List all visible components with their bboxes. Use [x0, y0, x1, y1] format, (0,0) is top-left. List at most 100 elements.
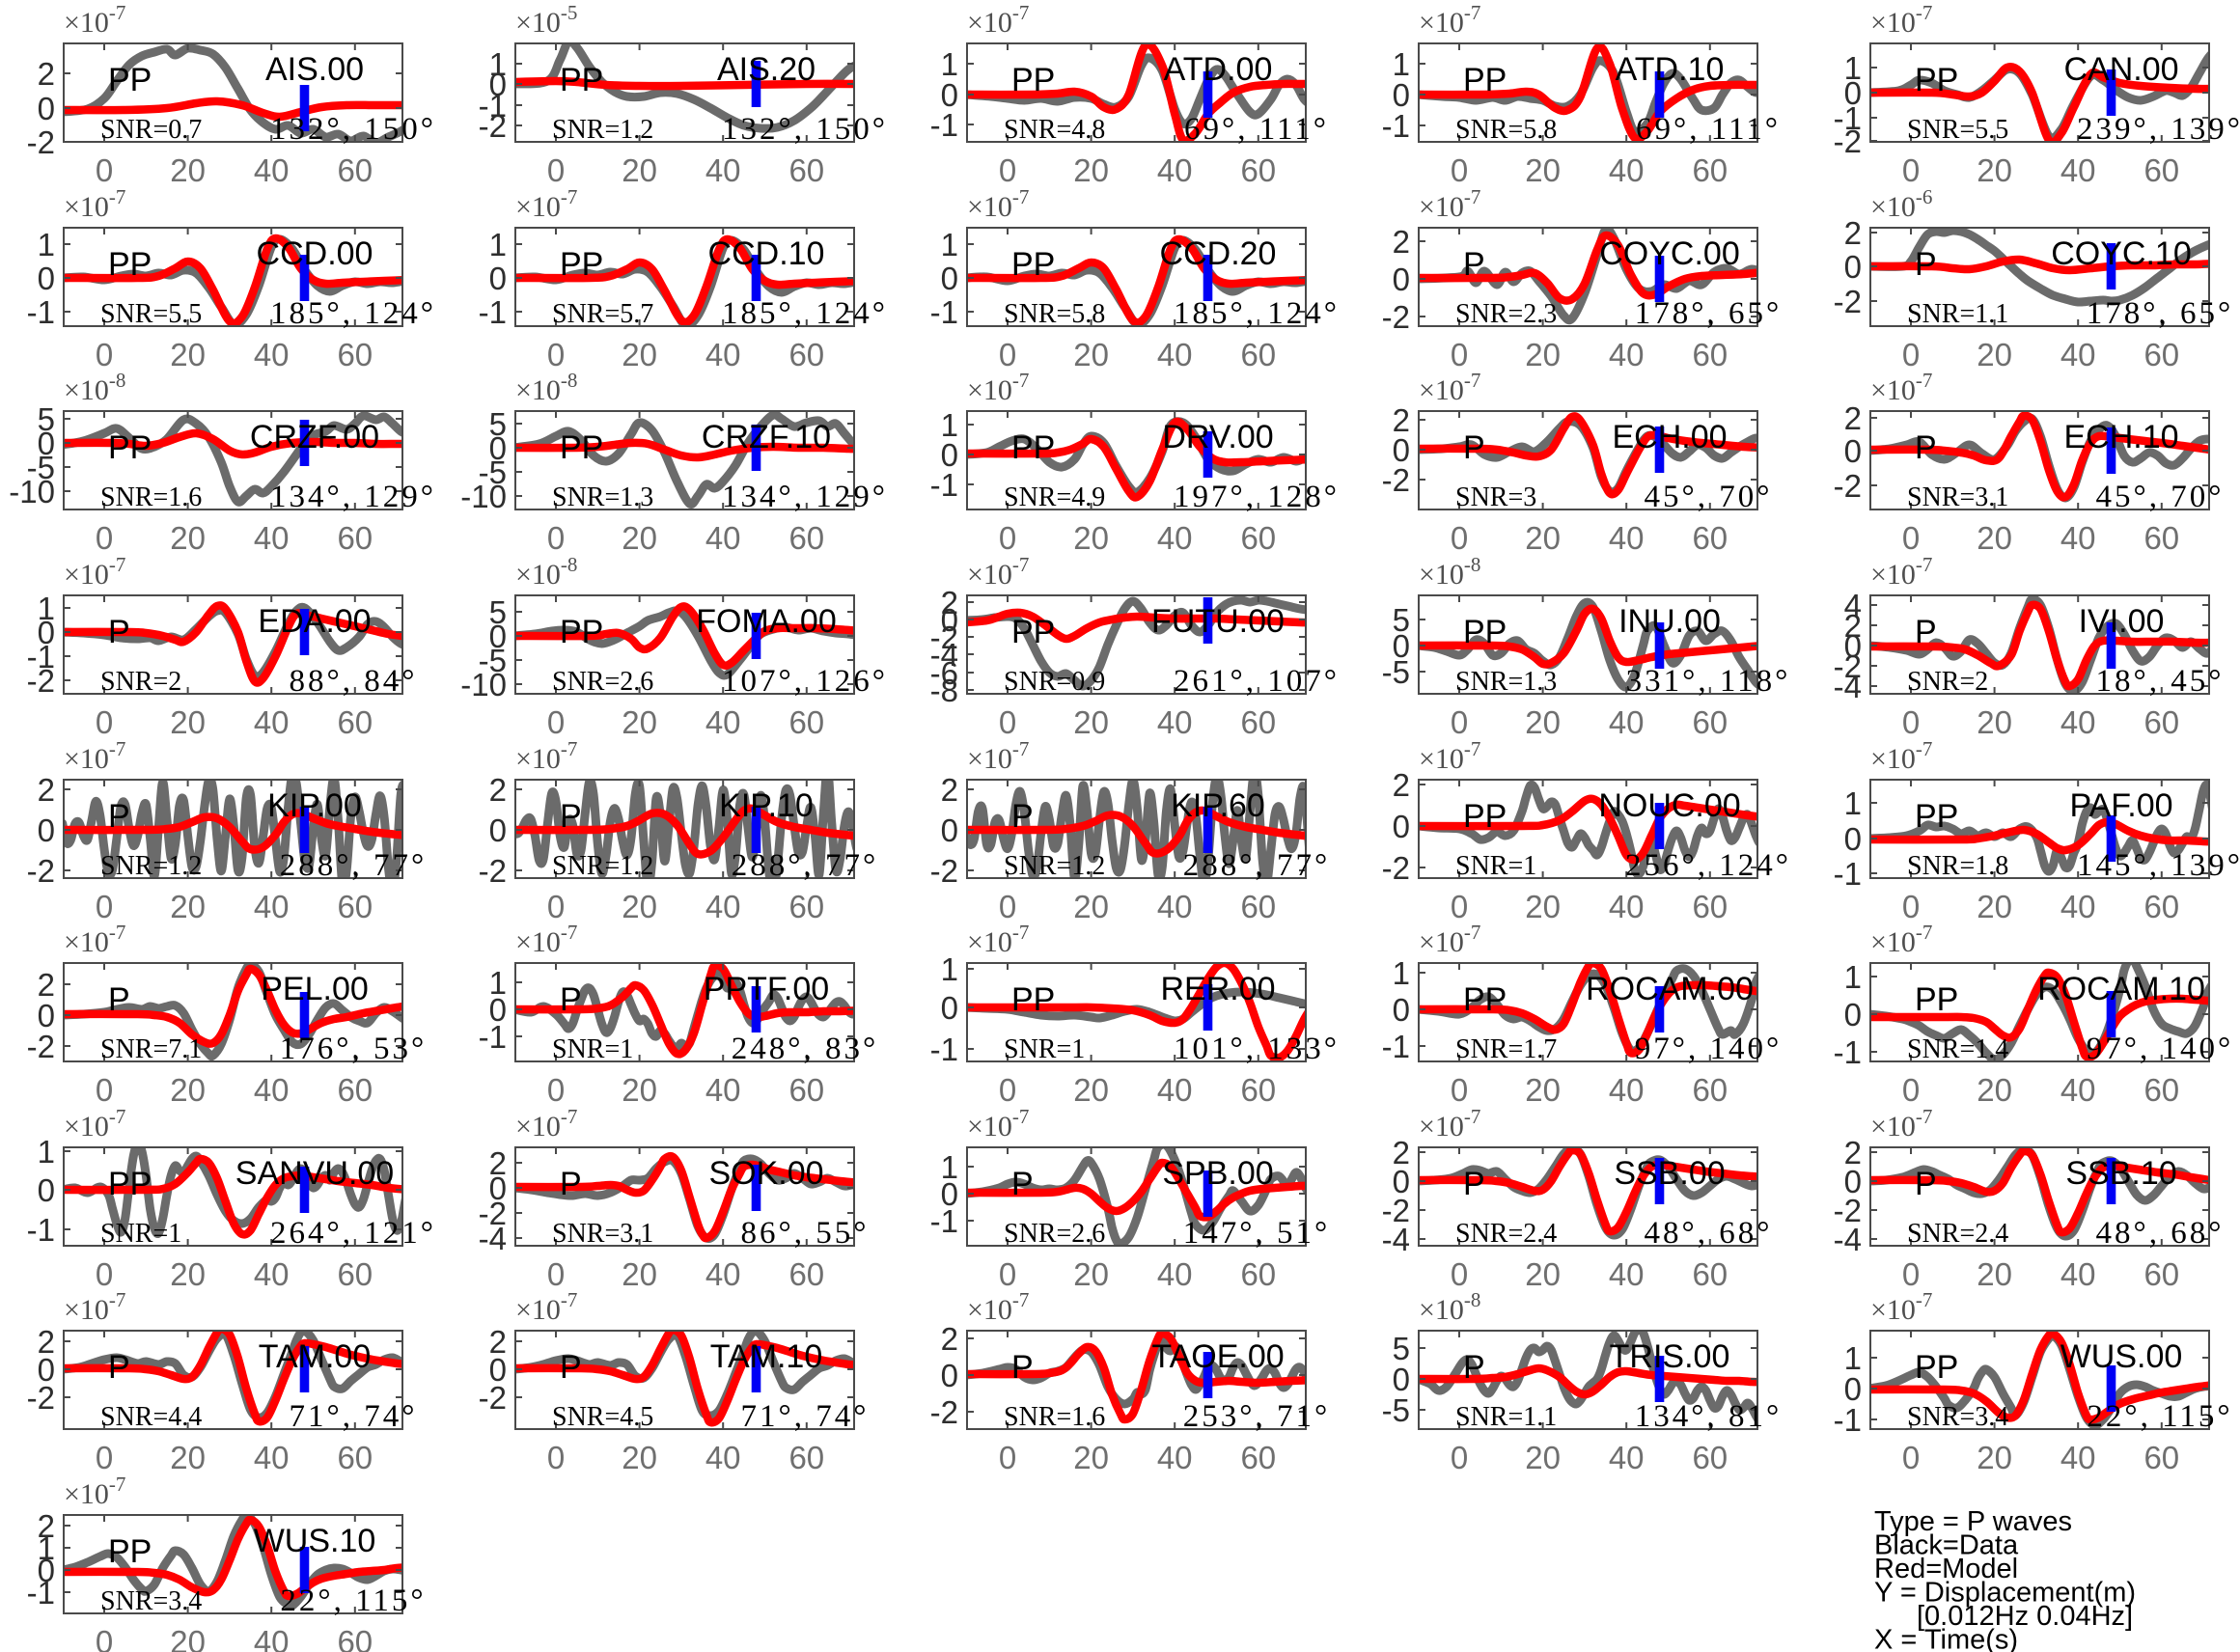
svg-text:60: 60: [1692, 704, 1728, 740]
svg-text:20: 20: [1525, 704, 1561, 740]
svg-text:1: 1: [941, 227, 958, 262]
svg-text:185°, 124°: 185°, 124°: [1174, 296, 1340, 331]
svg-text:20: 20: [1525, 152, 1561, 188]
svg-text:AIS.20: AIS.20: [717, 51, 816, 88]
svg-text:40: 40: [254, 520, 290, 556]
svg-text:40: 40: [1157, 704, 1193, 740]
svg-text:0: 0: [1902, 1440, 1920, 1475]
svg-text:-2: -2: [1834, 648, 1862, 684]
svg-text:PP: PP: [1011, 981, 1055, 1018]
svg-text:0: 0: [38, 812, 55, 848]
svg-text:P: P: [1011, 1349, 1034, 1386]
svg-text:40: 40: [1157, 152, 1193, 188]
svg-text:20: 20: [1977, 337, 2012, 372]
svg-text:2: 2: [1844, 400, 1862, 436]
svg-text:0: 0: [96, 889, 113, 924]
svg-text:0: 0: [1393, 77, 1410, 113]
svg-text:60: 60: [1692, 1440, 1728, 1475]
svg-text:SNR=5.5: SNR=5.5: [1907, 115, 2008, 145]
svg-text:INU.00: INU.00: [1618, 603, 1721, 640]
svg-text:147°, 51°: 147°, 51°: [1183, 1216, 1330, 1251]
svg-text:88°, 84°: 88°, 84°: [290, 664, 418, 699]
svg-text:P: P: [1915, 1166, 1937, 1202]
svg-text:SNR=1.3: SNR=1.3: [552, 482, 653, 512]
svg-text:×10-7: ×10-7: [515, 1105, 577, 1143]
svg-text:20: 20: [622, 1072, 657, 1108]
svg-text:2: 2: [38, 56, 55, 92]
svg-text:1: 1: [38, 591, 55, 626]
svg-text:×10-7: ×10-7: [1870, 553, 1932, 591]
svg-text:P: P: [108, 614, 130, 650]
svg-text:0: 0: [999, 520, 1016, 556]
svg-text:40: 40: [254, 1440, 290, 1475]
svg-text:SNR=4.8: SNR=4.8: [1004, 115, 1105, 145]
svg-text:WUS.00: WUS.00: [2060, 1338, 2183, 1375]
svg-text:P: P: [108, 981, 130, 1018]
svg-text:SNR=1.4: SNR=1.4: [1907, 1034, 2008, 1064]
svg-text:-1: -1: [479, 88, 507, 124]
svg-text:SNR=1: SNR=1: [552, 1034, 633, 1064]
svg-text:0: 0: [999, 337, 1016, 372]
svg-text:40: 40: [1609, 889, 1645, 924]
svg-text:0: 0: [38, 1172, 55, 1208]
svg-text:45°, 70°: 45°, 70°: [2096, 480, 2225, 514]
svg-text:SNR=1.1: SNR=1.1: [1907, 299, 2008, 329]
svg-text:-2: -2: [1382, 1193, 1410, 1228]
svg-text:0: 0: [1844, 249, 1862, 285]
svg-text:SPB.00: SPB.00: [1162, 1155, 1273, 1192]
svg-text:40: 40: [254, 1256, 290, 1292]
svg-text:2: 2: [38, 1324, 55, 1360]
svg-text:×10-8: ×10-8: [1419, 553, 1480, 591]
svg-text:×10-8: ×10-8: [1419, 1288, 1480, 1326]
svg-text:PP: PP: [1915, 1349, 1958, 1386]
svg-text:40: 40: [2060, 1440, 2096, 1475]
svg-text:P: P: [1463, 1166, 1485, 1202]
svg-text:P: P: [1915, 246, 1937, 283]
svg-text:-4: -4: [479, 1221, 507, 1256]
svg-text:134°, 129°: 134°, 129°: [270, 480, 436, 514]
svg-text:-2: -2: [930, 1394, 958, 1430]
svg-text:-10: -10: [9, 474, 55, 509]
svg-text:2: 2: [1393, 224, 1410, 260]
svg-text:PP: PP: [108, 62, 152, 98]
svg-text:60: 60: [2143, 152, 2179, 188]
svg-text:71°, 74°: 71°, 74°: [290, 1399, 418, 1434]
svg-text:20: 20: [1977, 520, 2012, 556]
svg-text:40: 40: [705, 520, 741, 556]
svg-text:-2: -2: [1382, 850, 1410, 886]
svg-text:PAF.00: PAF.00: [2069, 787, 2172, 824]
svg-text:20: 20: [1977, 1440, 2012, 1475]
svg-text:-1: -1: [1382, 1029, 1410, 1064]
svg-text:0: 0: [489, 1352, 507, 1388]
svg-text:60: 60: [337, 704, 373, 740]
svg-text:0: 0: [999, 889, 1016, 924]
svg-text:60: 60: [1240, 1256, 1276, 1292]
svg-text:20: 20: [622, 1256, 657, 1292]
svg-text:0: 0: [1902, 152, 1920, 188]
svg-text:SNR=1.7: SNR=1.7: [1455, 1034, 1557, 1064]
svg-text:0: 0: [941, 990, 958, 1026]
svg-text:SNR=4.4: SNR=4.4: [100, 1402, 202, 1432]
svg-text:COYC.10: COYC.10: [2051, 235, 2192, 272]
svg-text:0: 0: [1902, 704, 1920, 740]
svg-text:WUS.10: WUS.10: [254, 1523, 376, 1559]
svg-text:-1: -1: [930, 1203, 958, 1239]
svg-text:0: 0: [1902, 1256, 1920, 1292]
svg-text:20: 20: [170, 1256, 206, 1292]
svg-text:PP: PP: [108, 1533, 152, 1570]
svg-text:1: 1: [1844, 785, 1862, 821]
svg-text:-1: -1: [27, 639, 55, 675]
svg-text:20: 20: [622, 1440, 657, 1475]
svg-text:40: 40: [1157, 520, 1193, 556]
svg-text:248°, 83°: 248°, 83°: [732, 1032, 878, 1066]
svg-text:SNR=1.8: SNR=1.8: [1907, 851, 2008, 881]
svg-text:48°, 68°: 48°, 68°: [1645, 1216, 1773, 1251]
svg-text:0: 0: [96, 1624, 113, 1652]
svg-text:2: 2: [1844, 215, 1862, 251]
svg-text:0: 0: [38, 426, 55, 461]
svg-text:EDA.00: EDA.00: [258, 603, 371, 640]
svg-text:TRIS.00: TRIS.00: [1610, 1338, 1730, 1375]
svg-text:SNR=5.8: SNR=5.8: [1455, 115, 1557, 145]
svg-text:SNR=3: SNR=3: [1455, 482, 1536, 512]
svg-text:-2: -2: [479, 108, 507, 144]
